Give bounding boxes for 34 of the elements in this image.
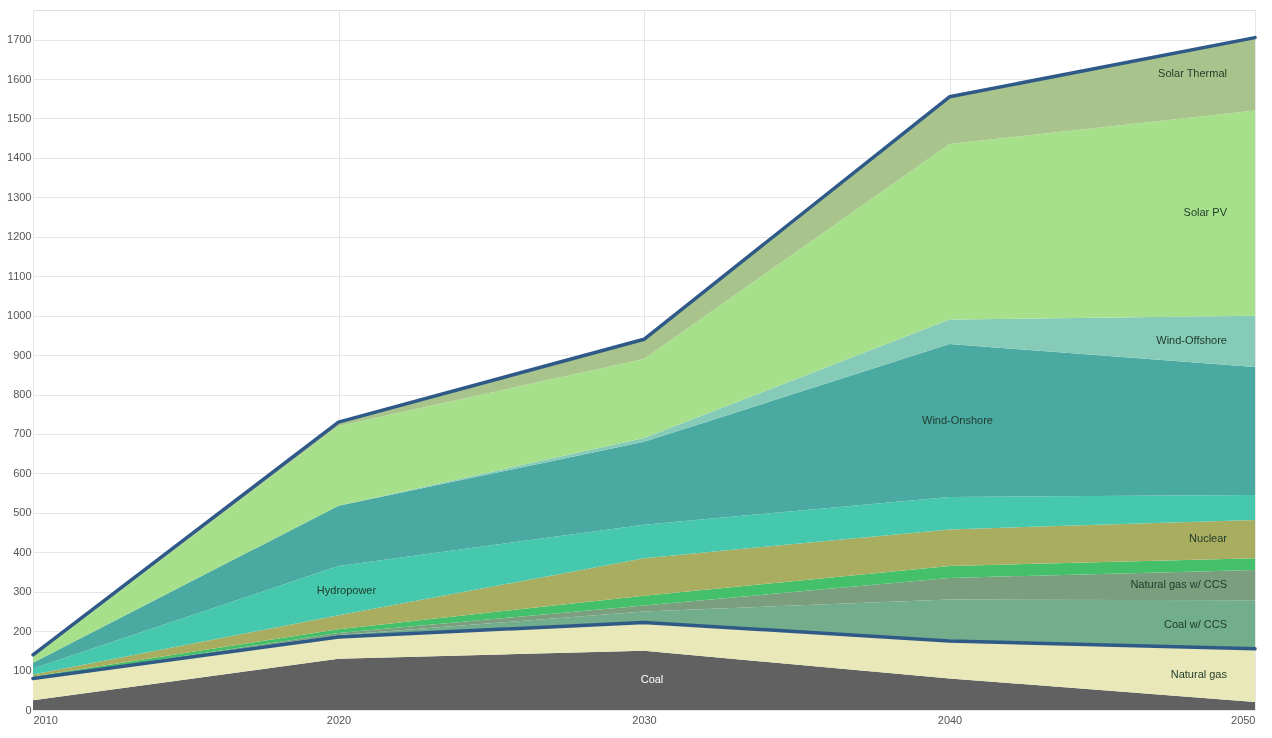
y-tick-label: 100 bbox=[13, 664, 32, 677]
y-tick-label: 800 bbox=[13, 388, 32, 401]
series-label: Wind-Offshore bbox=[1156, 334, 1227, 347]
y-tick-label: 1700 bbox=[7, 33, 32, 46]
series-label: Nuclear bbox=[1189, 532, 1228, 545]
series-label: Wind-Onshore bbox=[922, 413, 993, 426]
series-label: Solar Thermal bbox=[1158, 67, 1227, 80]
series-label: Natural gas bbox=[1170, 668, 1228, 681]
y-tick-label: 1600 bbox=[7, 72, 32, 85]
x-tick-label: 2050 bbox=[1231, 713, 1256, 726]
y-tick-label: 1200 bbox=[7, 230, 32, 243]
y-tick-label: 200 bbox=[13, 624, 32, 637]
y-tick-label: 1300 bbox=[7, 190, 32, 203]
y-tick-label: 500 bbox=[13, 506, 32, 519]
series-label: Natural gas w/ CCS bbox=[1130, 578, 1227, 591]
x-tick-label: 2020 bbox=[326, 713, 352, 726]
x-tick-label: 2040 bbox=[937, 713, 963, 726]
y-tick-label: 1000 bbox=[7, 309, 32, 322]
y-tick-label: 300 bbox=[13, 585, 32, 598]
y-tick-label: 0 bbox=[25, 703, 32, 716]
series-label: Coal w/ CCS bbox=[1164, 617, 1227, 630]
y-tick-label: 400 bbox=[13, 545, 32, 558]
series-label: Solar PV bbox=[1183, 206, 1228, 219]
y-tick-label: 700 bbox=[13, 427, 32, 440]
series-label: Hydropower bbox=[316, 583, 377, 596]
x-tick-label: 2030 bbox=[632, 713, 657, 726]
y-tick-label: 1400 bbox=[7, 151, 32, 164]
series-label: Coal bbox=[640, 673, 664, 686]
x-tick-label: 2010 bbox=[33, 713, 58, 726]
y-tick-label: 900 bbox=[13, 348, 32, 361]
y-tick-label: 600 bbox=[13, 466, 32, 479]
y-tick-label: 1500 bbox=[7, 111, 32, 124]
line-series bbox=[31, 620, 1257, 681]
y-tick-label: 1100 bbox=[7, 269, 32, 282]
